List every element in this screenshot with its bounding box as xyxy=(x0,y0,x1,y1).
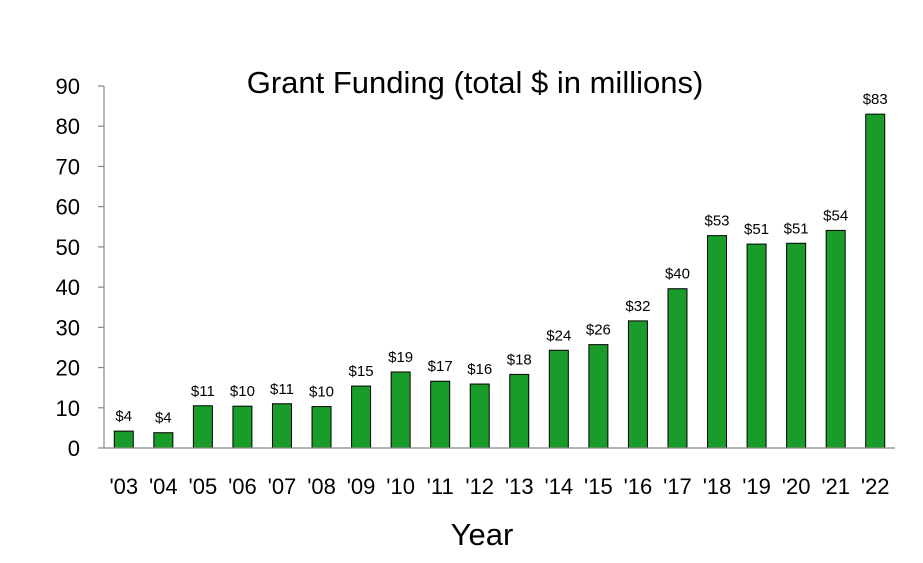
bar xyxy=(192,405,213,449)
x-tick-label: '12 xyxy=(465,474,494,499)
bar xyxy=(588,344,609,449)
data-label: $4 xyxy=(115,408,132,425)
x-tick-label: '04 xyxy=(149,474,178,499)
bar xyxy=(153,432,174,449)
bar xyxy=(746,243,767,449)
y-tick-label: 70 xyxy=(56,154,80,179)
bar xyxy=(865,113,886,449)
x-tick-label: '16 xyxy=(624,474,653,499)
data-label: $40 xyxy=(665,266,690,283)
bar xyxy=(469,383,490,449)
data-label: $54 xyxy=(823,207,848,224)
bar xyxy=(430,380,451,449)
x-tick-label: '06 xyxy=(228,474,257,499)
x-tick-label: '14 xyxy=(544,474,573,499)
data-label: $18 xyxy=(507,351,532,368)
y-tick-label: 90 xyxy=(56,74,80,99)
y-tick-label: 0 xyxy=(68,436,80,461)
x-tick-label: '05 xyxy=(189,474,218,499)
x-tick-label: '03 xyxy=(109,474,138,499)
bar xyxy=(351,385,372,449)
data-label: $15 xyxy=(349,363,374,380)
data-label: $51 xyxy=(744,221,769,238)
data-label: $53 xyxy=(705,213,730,230)
bar xyxy=(271,403,292,449)
y-tick-label: 60 xyxy=(56,195,80,220)
bar xyxy=(627,320,648,449)
x-axis-title: Year xyxy=(451,517,514,552)
data-label: $51 xyxy=(784,220,809,237)
bar xyxy=(548,349,569,449)
bar xyxy=(390,371,411,449)
y-axis: 0 10 20 30 40 50 60 70 80 90 xyxy=(56,74,105,461)
x-tick-label: '17 xyxy=(663,474,692,499)
y-tick-label: 10 xyxy=(56,396,80,421)
x-tick-label: '10 xyxy=(386,474,415,499)
x-tick-label: '08 xyxy=(307,474,336,499)
chart-title: Grant Funding (total $ in millions) xyxy=(247,65,704,100)
x-tick-label: '09 xyxy=(347,474,376,499)
data-label: $11 xyxy=(191,383,215,400)
x-tick-label: '15 xyxy=(584,474,613,499)
data-label: $24 xyxy=(546,327,571,344)
bar xyxy=(667,288,688,449)
data-label: $10 xyxy=(309,384,334,401)
y-tick-label: 20 xyxy=(56,356,80,381)
y-tick-label: 40 xyxy=(56,275,80,300)
bar xyxy=(113,430,134,449)
data-label: $11 xyxy=(270,381,294,398)
x-tick-label: '20 xyxy=(782,474,811,499)
x-tick-label: '18 xyxy=(703,474,732,499)
x-tick-label: '07 xyxy=(268,474,297,499)
bar xyxy=(825,229,846,449)
data-label: $32 xyxy=(625,298,650,315)
bar xyxy=(232,405,253,449)
x-tick-label: '22 xyxy=(861,474,890,499)
x-tick-label: '13 xyxy=(505,474,534,499)
data-label: $4 xyxy=(155,410,172,427)
x-tick-label: '11 xyxy=(427,474,454,499)
bar xyxy=(707,235,728,449)
y-tick-label: 80 xyxy=(56,114,80,139)
x-tick-label: '21 xyxy=(821,474,850,499)
y-tick-label: 50 xyxy=(56,235,80,260)
data-label: $83 xyxy=(863,91,888,108)
data-label: $17 xyxy=(428,358,453,375)
data-label: $26 xyxy=(586,322,611,339)
bar xyxy=(509,373,530,449)
data-label: $19 xyxy=(388,349,413,366)
x-axis: '03 '04 '05 '06 '07 '08 '09 '10 '11 '12 '13 '14 '15 '… xyxy=(104,447,895,499)
bar xyxy=(786,242,807,449)
data-label: $10 xyxy=(230,383,255,400)
bar xyxy=(311,406,332,449)
x-tick-label: '19 xyxy=(742,474,771,499)
y-tick-label: 30 xyxy=(56,315,80,340)
data-label: $16 xyxy=(467,361,492,378)
bars: $4 $4 $11 $10 $11 $10 $15 $19 $17 $16 $18 $24 $26 $32… xyxy=(113,91,888,449)
